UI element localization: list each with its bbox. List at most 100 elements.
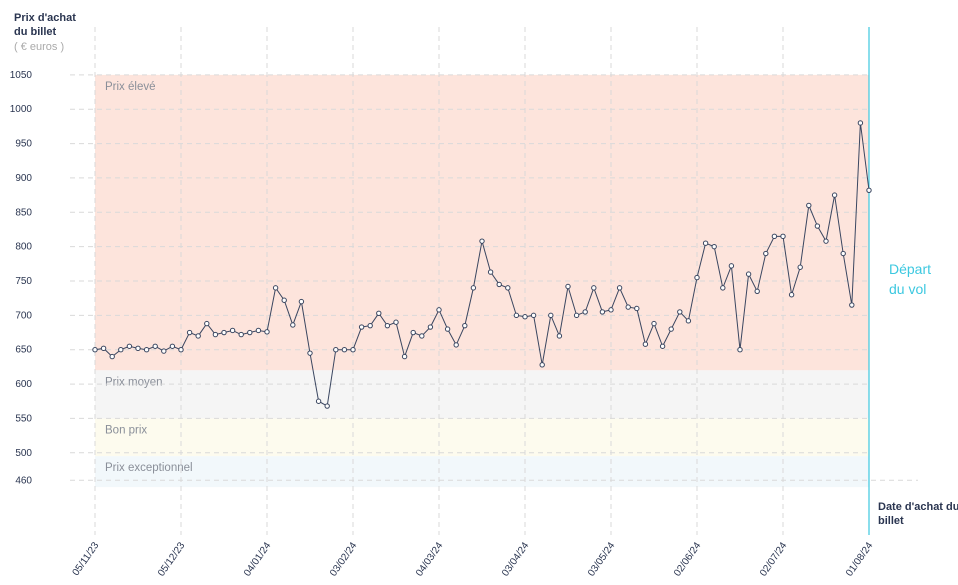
price-point [212,331,219,338]
price-point [849,302,855,308]
price-point [694,274,700,281]
price-point [350,347,356,353]
price-point [505,285,511,291]
price-point [556,333,563,339]
band-label: Bon prix [105,424,147,436]
price-point [143,347,150,353]
price-point [255,327,262,334]
price-point [135,345,141,352]
price-point [806,202,812,209]
price-point [444,326,451,332]
price-point [453,342,459,348]
price-point [272,285,279,291]
x-tick-label: 02/06/24 [672,540,704,579]
x-tick-label: 05/12/23 [156,540,188,579]
price-point [333,347,339,353]
y-tick-label: 700 [15,310,32,321]
price-point [436,307,442,313]
y-tick-label: 750 [15,276,32,287]
price-point [616,285,623,291]
price-point [487,269,494,275]
price-point [410,329,416,336]
price-point [745,271,752,277]
price-point [100,345,107,352]
price-point [711,243,717,250]
price-point [169,343,176,349]
x-tick-label: 03/05/24 [586,540,618,579]
price-point [118,347,124,353]
price-band [95,370,869,419]
price-point [522,314,528,320]
y-tick-label: 1050 [10,70,33,81]
price-point [840,250,846,257]
price-point [591,285,597,291]
x-tick-label: 05/11/23 [71,540,102,578]
price-point [763,250,769,257]
price-point [281,297,287,303]
y-tick-label: 800 [15,242,32,253]
price-point [573,312,580,319]
price-point [126,343,133,349]
y-tick-label: 500 [15,448,32,459]
price-point [634,305,640,312]
price-point [186,329,193,336]
price-point [788,292,795,298]
marks [92,120,872,409]
price-point [608,307,614,313]
price-point [204,320,210,327]
price-point [728,263,735,269]
y-unit: ( € euros ) [14,41,64,53]
price-point [324,403,330,409]
price-point [401,353,408,360]
band-label: Prix moyen [105,376,163,388]
price-point [754,288,760,295]
price-point [651,320,657,327]
price-point [771,233,778,240]
price-point [384,322,391,329]
price-point [161,348,167,354]
price-point [229,327,236,334]
price-point [298,298,305,305]
price-point [264,329,270,335]
price-point [419,333,425,339]
price-point [195,333,201,339]
x-tick-label: 02/07/24 [758,540,790,579]
price-point [290,322,296,328]
price-point [831,192,838,198]
y-label: Prix d'achat du billet [14,12,76,38]
x-tick-label: 01/08/24 [844,540,876,579]
price-point [685,318,692,324]
price-point [92,347,98,353]
price-band [95,456,869,488]
y-tick-label: 850 [15,207,32,218]
price-point [797,264,803,270]
y-tick-label: 950 [15,139,32,150]
price-point [702,240,709,246]
price-point [221,329,227,336]
price-point [823,238,829,244]
x-tick-label: 03/04/24 [500,540,532,579]
band-label: Prix élevé [105,81,156,93]
price-point [178,347,184,353]
price-point [642,341,649,347]
y-tick-label: 900 [15,173,32,184]
y-tick-label: 550 [15,413,32,424]
price-band [95,74,869,371]
price-point [668,326,674,332]
x-tick-label: 04/01/24 [242,540,274,579]
price-point [479,238,485,244]
y-tick-label: 1000 [10,104,33,115]
y-tick-label: 600 [15,379,32,390]
x-label: Date d'achat du billet [878,501,958,527]
price-point [599,309,606,315]
price-point [427,324,434,330]
price-point [152,343,158,349]
price-point [470,285,477,291]
price-point [539,362,545,368]
price-point [677,309,683,315]
price-point [814,223,821,229]
price-point [530,312,537,319]
price-point [659,343,666,349]
price-point [720,285,726,291]
